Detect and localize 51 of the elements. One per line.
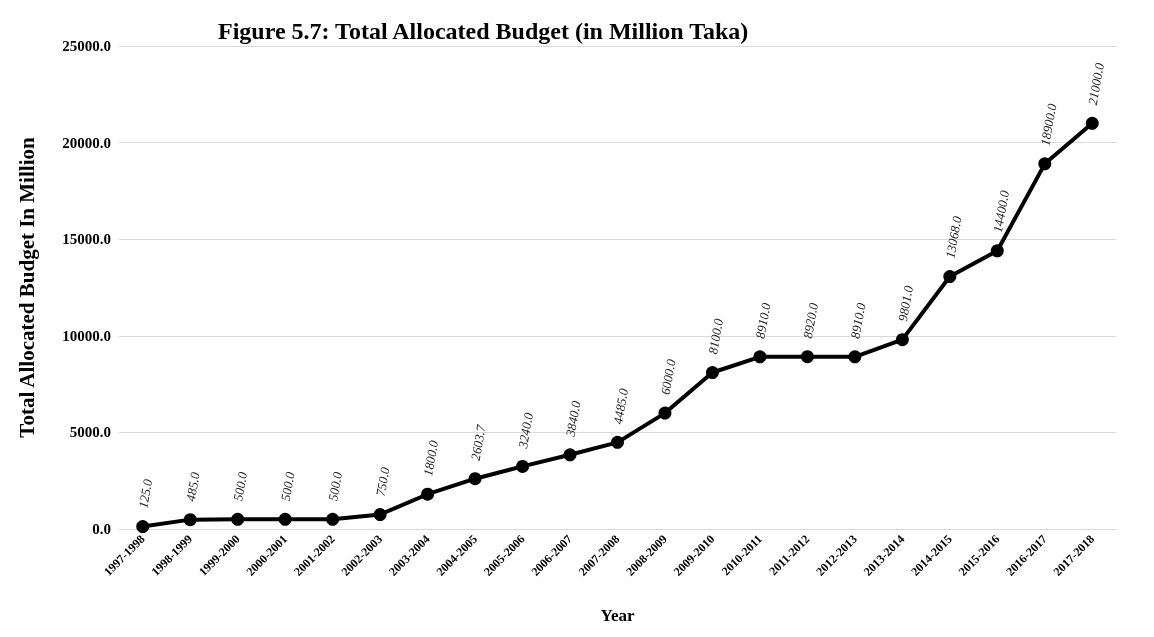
point	[848, 350, 862, 364]
point	[1085, 116, 1099, 130]
point	[326, 512, 340, 526]
data-label: 2603.7	[467, 423, 489, 462]
point	[136, 520, 150, 534]
point	[468, 472, 482, 486]
point	[658, 406, 672, 420]
y-axis-title: Total Allocated Budget In Million	[14, 137, 39, 438]
data-label: 14400.0	[989, 188, 1013, 234]
point	[943, 270, 957, 284]
point	[895, 333, 909, 347]
y-tick-label: 20000.0	[62, 134, 111, 151]
chart-title: Figure 5.7: Total Allocated Budget (in Million Taka)	[218, 18, 749, 44]
data-label: 8910.0	[847, 301, 869, 340]
data-label: 500.0	[325, 470, 346, 503]
y-tick-label: 10000.0	[62, 327, 111, 344]
point	[705, 366, 719, 379]
point	[373, 508, 387, 522]
point	[278, 512, 292, 526]
data-label: 18900.0	[1037, 101, 1060, 147]
data-label: 9801.0	[894, 284, 917, 323]
point	[231, 512, 245, 526]
y-tick-label: 5000.0	[69, 424, 111, 441]
y-tick-label: 25000.0	[62, 38, 111, 54]
data-label: 500.0	[277, 470, 298, 503]
data-label: 3840.0	[562, 399, 584, 439]
data-label: 8920.0	[800, 301, 822, 340]
x-axis-title: Year	[600, 606, 635, 625]
y-tick-label: 0.0	[92, 521, 111, 537]
data-label: 500.0	[230, 470, 251, 503]
data-label: 13068.0	[942, 214, 965, 260]
data-label: 21000.0	[1084, 61, 1108, 107]
point	[611, 435, 624, 449]
y-tick-label: 15000.0	[62, 231, 111, 248]
data-label: 3240.0	[514, 410, 537, 451]
data-label: 485.0	[182, 470, 203, 503]
data-label: 8910.0	[752, 301, 774, 340]
data-label: 8100.0	[705, 317, 727, 356]
point	[563, 448, 577, 462]
point	[1038, 157, 1052, 171]
point	[516, 459, 530, 473]
data-label: 4485.0	[610, 386, 632, 426]
point	[753, 350, 767, 364]
data-label: 6000.0	[657, 357, 679, 396]
point	[183, 513, 197, 527]
point	[990, 244, 1004, 258]
data-label: 1800.0	[420, 438, 442, 478]
data-label: 125.0	[135, 477, 156, 510]
data-label: 750.0	[372, 465, 393, 498]
point	[421, 487, 435, 501]
point	[800, 350, 814, 364]
